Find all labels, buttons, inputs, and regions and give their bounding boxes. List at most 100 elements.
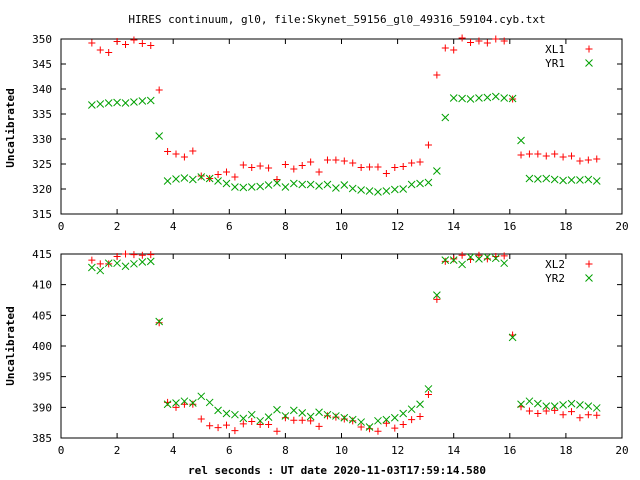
data-point xyxy=(113,252,121,260)
legend-marker xyxy=(585,260,593,268)
data-point xyxy=(441,256,450,264)
data-point xyxy=(147,251,155,259)
y-axis-label: Uncalibrated xyxy=(4,306,17,385)
data-point xyxy=(491,92,500,101)
data-point xyxy=(467,39,475,46)
data-point xyxy=(265,164,273,172)
data-point xyxy=(390,185,399,194)
data-point xyxy=(315,168,323,176)
data-point xyxy=(525,397,534,406)
data-point xyxy=(584,411,592,419)
data-point xyxy=(332,413,340,421)
x-tick-label: 14 xyxy=(447,444,461,457)
data-point xyxy=(559,411,567,419)
data-point xyxy=(248,164,256,171)
data-point xyxy=(407,180,416,189)
data-point xyxy=(247,183,256,191)
data-point xyxy=(332,184,340,192)
data-point xyxy=(357,186,365,194)
data-point xyxy=(155,132,164,140)
data-point xyxy=(399,421,407,429)
data-point xyxy=(290,165,298,173)
data-point xyxy=(265,421,273,429)
data-point xyxy=(441,257,449,265)
data-point xyxy=(248,417,256,425)
data-point xyxy=(281,161,289,168)
x-tick-label: 8 xyxy=(282,220,289,233)
data-point xyxy=(104,99,113,107)
x-tick-label: 20 xyxy=(615,444,628,457)
data-point xyxy=(264,181,273,189)
data-point xyxy=(281,412,290,420)
x-tick-label: 12 xyxy=(391,444,404,457)
data-point xyxy=(130,98,138,106)
data-point xyxy=(231,427,239,435)
data-point xyxy=(340,415,348,423)
data-point xyxy=(138,258,147,266)
y-tick-label: 325 xyxy=(32,158,52,171)
data-point xyxy=(416,179,424,188)
data-point xyxy=(315,182,323,190)
data-point xyxy=(357,423,365,431)
data-point xyxy=(593,155,601,163)
x-tick-label: 6 xyxy=(226,220,233,233)
data-point xyxy=(542,407,550,415)
y-axis-label: Uncalibrated xyxy=(4,88,17,167)
data-point xyxy=(256,162,264,170)
data-point xyxy=(273,179,281,187)
data-point xyxy=(340,413,349,422)
data-point xyxy=(155,317,164,326)
data-point xyxy=(424,141,432,149)
y-tick-label: 350 xyxy=(32,33,52,46)
y-tick-label: 405 xyxy=(32,309,52,322)
x-tick-label: 12 xyxy=(391,220,404,233)
data-point xyxy=(340,157,348,165)
data-point xyxy=(365,187,374,195)
data-point xyxy=(105,49,113,56)
data-point xyxy=(256,416,265,425)
data-point xyxy=(349,417,357,425)
data-point xyxy=(138,97,147,105)
data-point xyxy=(483,39,491,47)
data-point xyxy=(121,262,130,271)
data-point xyxy=(281,183,290,191)
data-point xyxy=(390,413,399,422)
data-point xyxy=(466,95,475,103)
data-point xyxy=(357,418,365,426)
data-point xyxy=(130,259,138,268)
bottom-panel: 0 2 4 6 8 10 12 14 16 18 20 385 390 395 400 405 410 415 Un… xyxy=(4,248,629,457)
data-point xyxy=(239,414,248,423)
data-point xyxy=(508,94,517,103)
data-point xyxy=(450,46,458,54)
data-point xyxy=(88,256,96,264)
data-point xyxy=(500,37,508,45)
data-point xyxy=(290,416,298,424)
data-point xyxy=(517,136,525,145)
y-tick-label: 385 xyxy=(32,432,52,445)
data-point xyxy=(122,41,130,48)
data-point xyxy=(567,399,576,408)
x-tick-label: 10 xyxy=(335,220,348,233)
x-tick-label: 10 xyxy=(335,444,348,457)
legend-marker xyxy=(585,45,593,53)
data-point xyxy=(172,403,180,411)
data-point xyxy=(374,188,382,196)
x-tick-label: 2 xyxy=(114,444,121,457)
data-point xyxy=(96,266,105,275)
x-tick-label: 8 xyxy=(282,444,289,457)
data-point xyxy=(584,175,593,184)
legend-marker xyxy=(585,59,593,67)
data-point xyxy=(180,153,188,161)
data-point xyxy=(172,150,180,158)
data-point xyxy=(500,259,509,268)
data-point xyxy=(542,174,551,183)
data-point xyxy=(433,71,441,79)
data-point xyxy=(298,180,307,189)
data-point xyxy=(475,251,483,259)
data-point xyxy=(399,163,407,170)
data-point xyxy=(306,180,315,189)
legend-marker xyxy=(585,274,593,282)
data-point xyxy=(289,406,298,415)
data-point xyxy=(247,410,256,419)
